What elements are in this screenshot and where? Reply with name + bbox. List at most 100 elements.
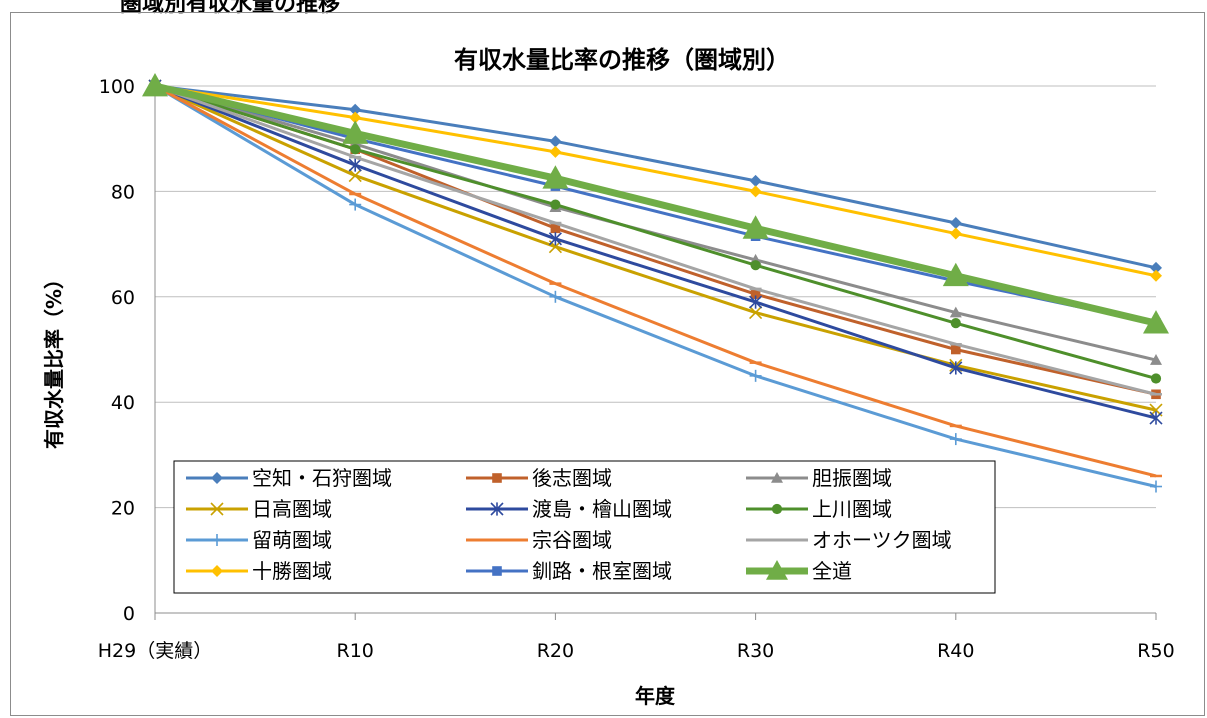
x-axis-title: 年度 bbox=[635, 684, 676, 708]
y-tick-label: 60 bbox=[111, 287, 135, 309]
data-point bbox=[1150, 373, 1162, 384]
legend-label: 後志圏域 bbox=[532, 466, 612, 490]
data-point bbox=[949, 433, 962, 446]
y-tick-label: 20 bbox=[111, 498, 135, 520]
data-point bbox=[548, 232, 562, 246]
legend-label: 留萌圏域 bbox=[252, 528, 332, 552]
legend-label: 釧路・根室圏域 bbox=[532, 559, 672, 583]
series-line bbox=[154, 84, 1157, 380]
data-point bbox=[1150, 269, 1162, 282]
legend-item: 日高圏域 bbox=[186, 497, 332, 521]
legend-item: 空知・石狩圏域 bbox=[186, 466, 392, 490]
legend-marker bbox=[490, 502, 504, 516]
legend-label: 宗谷圏域 bbox=[532, 528, 612, 552]
series-line bbox=[154, 84, 1157, 278]
legend-marker bbox=[771, 503, 783, 515]
data-point bbox=[951, 344, 961, 355]
legend-marker bbox=[210, 502, 224, 516]
legend-item: 全道 bbox=[746, 559, 852, 583]
data-point bbox=[750, 289, 761, 299]
data-point bbox=[349, 198, 362, 211]
axis-layer: 0 20 40 60 80 100 H29（実績） R10 R20 R30 R40 R50 bbox=[98, 76, 1175, 662]
x-tick-label: R50 bbox=[1137, 640, 1174, 662]
data-point bbox=[1150, 480, 1162, 493]
data-point bbox=[749, 369, 762, 382]
y-tick-label: 100 bbox=[99, 76, 135, 98]
data-point bbox=[949, 306, 962, 318]
x-tick-label: R20 bbox=[537, 640, 574, 662]
series-line bbox=[154, 84, 1157, 362]
legend-item: 十勝圏域 bbox=[186, 559, 332, 583]
data-point bbox=[549, 145, 562, 158]
marker-stroke bbox=[749, 306, 763, 320]
legend-marker bbox=[771, 472, 783, 483]
data-point bbox=[349, 103, 362, 116]
legend-item: 渡島・檜山圏域 bbox=[466, 497, 672, 521]
legend-item: 留萌圏域 bbox=[186, 528, 332, 552]
data-point bbox=[342, 120, 369, 144]
legend-marker bbox=[211, 472, 223, 484]
series-4 bbox=[148, 79, 1163, 417]
data-point bbox=[1149, 411, 1163, 425]
grid-layer bbox=[155, 85, 1156, 509]
chart-frame: 有収水量比率の推移（圏域別） 年度 有収水量比率（%） 0 20 40 60 80 100… bbox=[10, 12, 1205, 716]
legend-item: オホーツク圏域 bbox=[746, 528, 952, 552]
legend-marker bbox=[211, 565, 223, 577]
legend-item: 後志圏域 bbox=[466, 466, 612, 490]
data-point bbox=[142, 73, 168, 97]
data-point bbox=[749, 306, 763, 320]
legend-label: 全道 bbox=[812, 559, 852, 583]
data-point bbox=[949, 217, 962, 230]
data-point bbox=[749, 185, 762, 198]
legend-label: 胆振圏域 bbox=[812, 466, 892, 490]
legend-marker bbox=[492, 473, 502, 483]
series-line bbox=[154, 84, 1157, 412]
legend-marker bbox=[492, 566, 502, 576]
y-tick-label: 80 bbox=[111, 181, 135, 203]
data-point bbox=[949, 361, 963, 375]
legend-item: 胆振圏域 bbox=[746, 466, 892, 490]
data-point bbox=[749, 295, 763, 309]
data-point bbox=[550, 199, 561, 210]
x-tick-label: R40 bbox=[937, 640, 974, 662]
series-line bbox=[154, 84, 1157, 270]
legend-box bbox=[173, 460, 996, 594]
legend-label: 十勝圏域 bbox=[252, 559, 332, 583]
data-point bbox=[549, 135, 562, 148]
series-line bbox=[154, 84, 1157, 478]
series-10 bbox=[149, 80, 1162, 282]
x-tick-label: R30 bbox=[737, 640, 774, 662]
legend-label: 上川圏域 bbox=[812, 497, 892, 521]
series-line bbox=[154, 84, 1157, 396]
legend-label: オホーツク圏域 bbox=[812, 528, 952, 552]
data-point bbox=[550, 223, 561, 234]
data-point bbox=[348, 169, 362, 183]
chart-title: 有収水量比率の推移（圏域別） bbox=[454, 46, 790, 74]
legend-marker bbox=[766, 560, 788, 580]
series-layer bbox=[142, 73, 1169, 493]
data-point bbox=[1143, 310, 1169, 334]
legend-marker bbox=[211, 534, 223, 546]
data-point bbox=[1150, 261, 1162, 274]
legend-item: 釧路・根室圏域 bbox=[466, 559, 672, 583]
marker-stroke bbox=[348, 169, 362, 183]
series-12 bbox=[142, 73, 1169, 334]
data-point bbox=[1150, 354, 1162, 365]
x-tick-label: H29（実績） bbox=[98, 640, 212, 662]
data-point bbox=[542, 165, 569, 189]
data-point bbox=[349, 111, 362, 124]
y-tick-label: 40 bbox=[111, 392, 135, 414]
y-tick-label: 0 bbox=[123, 603, 135, 625]
data-point bbox=[742, 215, 769, 239]
legend-label: 空知・石狩圏域 bbox=[252, 466, 392, 490]
y-axis-title: 有収水量比率（%） bbox=[42, 269, 66, 449]
data-point bbox=[942, 262, 969, 287]
data-point bbox=[749, 174, 762, 187]
legend-item: 宗谷圏域 bbox=[466, 528, 612, 552]
data-point bbox=[949, 227, 962, 240]
data-point bbox=[348, 158, 362, 172]
series-line bbox=[154, 84, 1157, 488]
series-line bbox=[154, 84, 1157, 325]
data-point bbox=[350, 144, 361, 155]
